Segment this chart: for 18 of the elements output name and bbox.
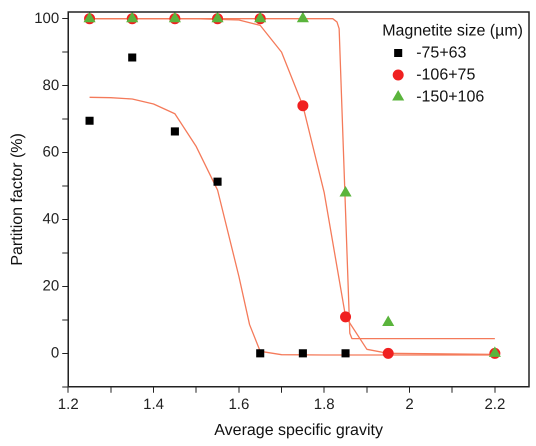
y-tick-label: 80 xyxy=(42,76,60,94)
x-tick-label: 1.6 xyxy=(228,396,250,413)
x-tick-label: 1.2 xyxy=(58,396,79,413)
x-tick-label: 2.2 xyxy=(484,396,506,413)
x-axis-title: Average specific gravity xyxy=(214,422,383,439)
y-axis-title: Partition factor (%) xyxy=(9,133,26,266)
x-tick-label: 1.8 xyxy=(314,396,335,413)
legend-label: -75+63 xyxy=(416,44,467,62)
y-tick-label: 100 xyxy=(34,10,60,27)
x-tick-label: 1.4 xyxy=(143,396,164,413)
legend-title: Magnetite size (µm) xyxy=(382,22,523,40)
legend-label: -106+75 xyxy=(416,66,476,84)
x-tick-label: 2 xyxy=(405,396,414,413)
y-tick-label: 40 xyxy=(42,210,60,228)
y-tick-label: 20 xyxy=(42,278,60,295)
legend-label: -150+106 xyxy=(416,88,484,106)
y-tick-label: 0 xyxy=(50,344,60,362)
y-tick-label: 60 xyxy=(42,144,60,161)
